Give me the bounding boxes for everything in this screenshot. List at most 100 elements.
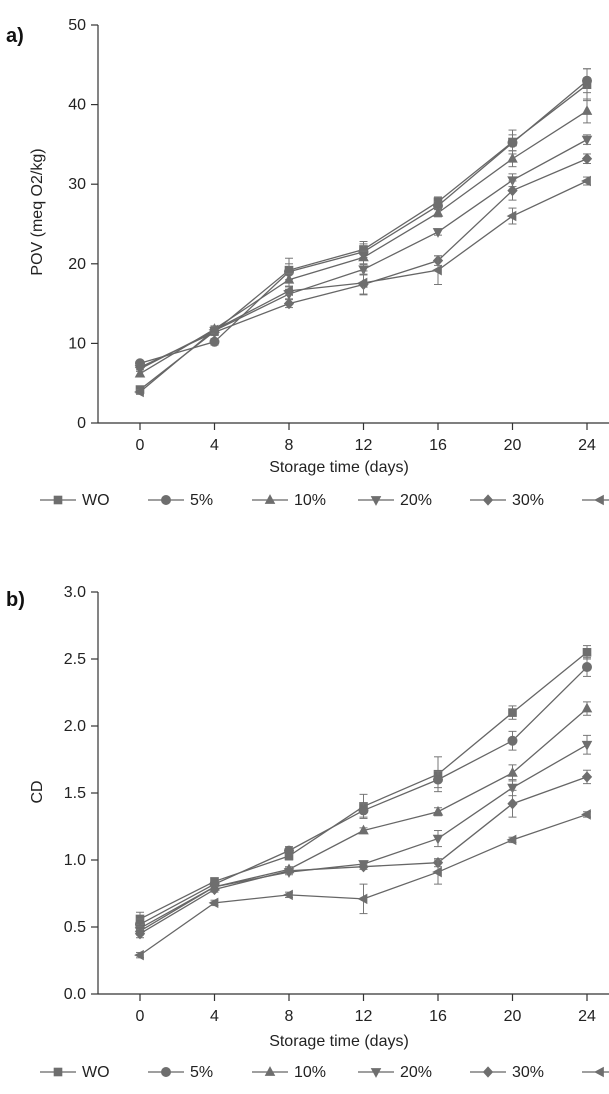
data-point [357, 277, 368, 289]
panel-b: b) CD Storage time (days) 0.0 0.5 1.0 1.5 2.… [6, 584, 609, 1081]
legend-item: AO [582, 1066, 609, 1078]
panel-b-ylabel: CD [29, 780, 46, 803]
data-point [507, 766, 518, 777]
panel-a-series [134, 68, 593, 398]
series-30pct [134, 769, 593, 940]
data-point [208, 897, 219, 909]
legend-item: 30% [470, 492, 544, 509]
data-point [507, 735, 518, 746]
series-ao [134, 809, 591, 961]
x-tick-label: 24 [578, 437, 596, 454]
data-point [283, 273, 295, 284]
data-point [208, 324, 219, 336]
legend-item: WO [40, 492, 110, 509]
data-point [506, 210, 517, 222]
legend-label: 10% [294, 1064, 326, 1081]
data-point [508, 708, 517, 717]
data-point [283, 865, 295, 877]
y-tick-label: 0 [77, 415, 86, 432]
legend-marker [264, 1066, 276, 1076]
data-point [432, 866, 442, 878]
x-tick-label: 4 [210, 1008, 219, 1025]
data-point [209, 883, 220, 896]
x-tick-label: 12 [355, 437, 373, 454]
panel-b-y-ticks: 0.0 0.5 1.0 1.5 2.0 2.5 3.0 [64, 584, 98, 1003]
panel-b-x-ticks: 0 4 8 12 16 20 24 [136, 994, 596, 1025]
legend-item: 5% [148, 492, 213, 509]
data-point [283, 285, 293, 297]
data-point [283, 297, 295, 310]
data-point [507, 152, 518, 163]
data-point [134, 386, 144, 398]
legend-label: 10% [294, 492, 326, 509]
data-point [581, 153, 593, 165]
legend-marker [594, 494, 604, 506]
x-tick-label: 4 [210, 437, 219, 454]
x-tick-label: 0 [136, 1008, 145, 1025]
panel-b-xlabel: Storage time (days) [269, 1033, 409, 1050]
data-point [134, 928, 146, 940]
data-point [506, 834, 517, 846]
data-point [358, 265, 369, 276]
series-ao [134, 175, 591, 398]
y-tick-label: 0.5 [64, 919, 86, 936]
data-point [581, 771, 593, 783]
data-point [134, 361, 146, 373]
panel-a-xlabel: Storage time (days) [269, 459, 409, 476]
data-point [432, 264, 442, 276]
data-point [507, 783, 518, 794]
data-point [432, 206, 444, 217]
data-point [581, 135, 593, 146]
legend-item: 20% [358, 1064, 432, 1081]
legend-label: 30% [512, 1064, 544, 1081]
series-5pct [134, 68, 593, 369]
data-point [432, 228, 444, 238]
legend-marker [264, 494, 276, 504]
data-point [581, 105, 593, 115]
x-tick-label: 24 [578, 1008, 596, 1025]
y-tick-label: 40 [68, 97, 86, 114]
legend-marker [53, 1067, 63, 1077]
series-line [139, 80, 588, 364]
legend-marker [482, 1066, 494, 1078]
legend-item: 30% [470, 1064, 544, 1081]
panel-a: a) POV (meq O2/kg) Storage time (days) 0… [6, 17, 609, 509]
y-tick-label: 1.0 [64, 852, 86, 869]
legend-item: 5% [148, 1064, 213, 1081]
y-tick-label: 0.0 [64, 986, 86, 1003]
legend-label: 5% [190, 492, 213, 509]
data-point [507, 184, 518, 197]
legend-marker [53, 495, 63, 505]
x-tick-label: 20 [504, 437, 522, 454]
data-point [581, 175, 591, 187]
legend-item: 10% [252, 1064, 326, 1081]
data-point [581, 740, 593, 751]
legend-marker [594, 1066, 604, 1078]
panel-a-label: a) [6, 25, 24, 47]
series-10pct [134, 98, 593, 378]
data-point [581, 702, 593, 713]
x-tick-label: 0 [136, 437, 145, 454]
y-tick-label: 3.0 [64, 584, 86, 601]
data-point [358, 824, 369, 835]
y-tick-label: 30 [68, 176, 86, 193]
data-point [582, 75, 593, 86]
legend-marker [370, 1068, 382, 1078]
data-point [581, 809, 591, 820]
x-tick-label: 8 [285, 1008, 294, 1025]
x-tick-label: 12 [355, 1008, 373, 1025]
legend-item: AO [582, 494, 609, 506]
y-tick-label: 2.0 [64, 718, 86, 735]
legend-item: 20% [358, 492, 432, 509]
legend-label: 20% [400, 492, 432, 509]
panel-b-label: b) [6, 589, 25, 611]
legend-item: 10% [252, 492, 326, 509]
panel-a-legend: WO 5% 10% 20% 30% AO [40, 492, 609, 509]
data-point [507, 798, 518, 810]
y-tick-label: 50 [68, 17, 86, 34]
data-point [357, 893, 368, 905]
panel-a-y-ticks: 0 10 20 30 40 50 [68, 17, 98, 432]
data-point [209, 336, 220, 347]
x-tick-label: 16 [429, 1008, 447, 1025]
legend-marker [370, 496, 382, 506]
